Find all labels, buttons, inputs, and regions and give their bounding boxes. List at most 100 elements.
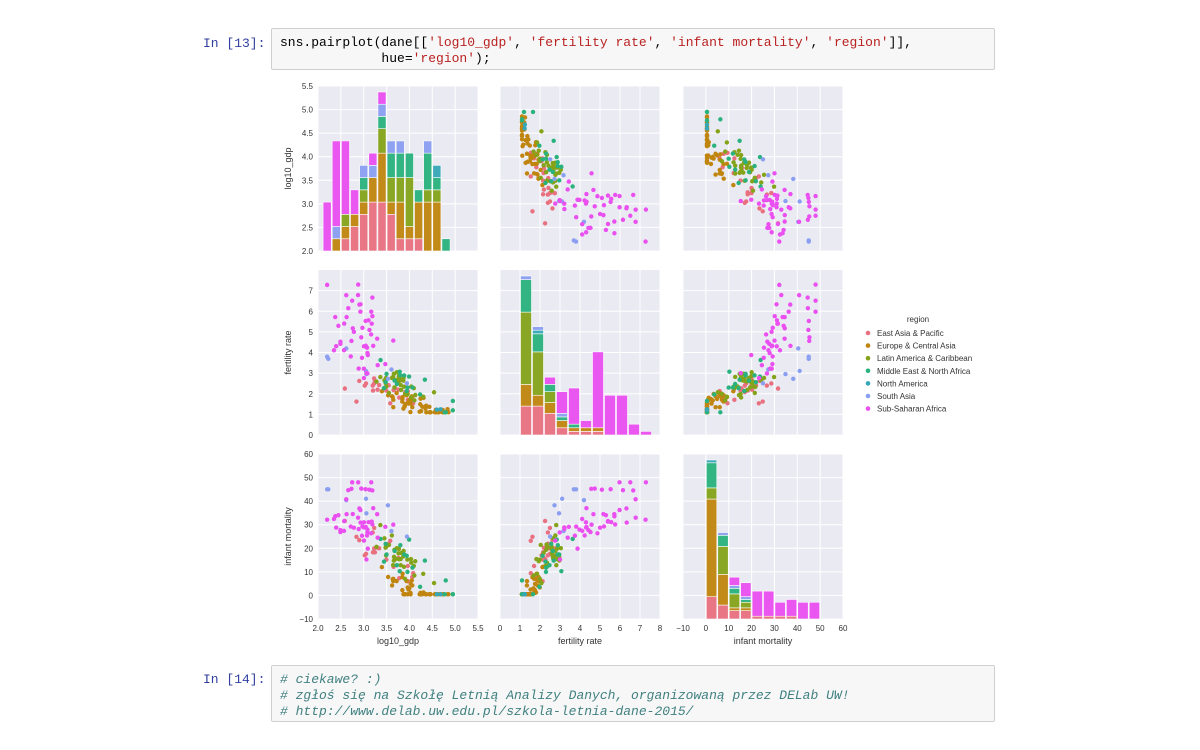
scatter-point — [344, 292, 349, 298]
scatter-point — [408, 590, 413, 596]
scatter-point — [589, 171, 594, 176]
histogram-bar — [592, 427, 604, 432]
x-tick-label: 3 — [558, 624, 563, 633]
scatter-point — [721, 176, 726, 181]
scatter-point — [539, 129, 544, 134]
scatter-point — [333, 343, 339, 349]
histogram-bar — [740, 582, 752, 597]
histogram-bar — [628, 423, 640, 436]
histogram-bar — [377, 91, 387, 105]
scatter-point — [442, 592, 447, 597]
scatter-point — [744, 165, 749, 171]
scatter-point — [749, 370, 754, 375]
scatter-point — [717, 167, 722, 173]
scatter-point — [324, 517, 330, 522]
histogram-bar — [774, 601, 786, 617]
scatter-point — [715, 390, 721, 395]
scatter-point — [375, 387, 380, 392]
scatter-point — [813, 282, 818, 287]
scatter-point — [526, 159, 531, 164]
scatter-point — [537, 557, 542, 562]
scatter-point — [612, 192, 618, 198]
scatter-point — [752, 390, 758, 396]
cell-13-code-input[interactable]: sns.pairplot(dane[['log10_gdp', 'fertili… — [271, 28, 995, 70]
scatter-point — [633, 497, 638, 502]
scatter-point — [756, 375, 762, 381]
scatter-point — [405, 563, 411, 569]
scatter-point — [724, 161, 730, 166]
scatter-point — [404, 381, 410, 386]
scatter-point — [768, 366, 773, 371]
scatter-point — [538, 175, 543, 181]
histogram-bar — [341, 214, 350, 227]
scatter-point — [775, 386, 781, 391]
scatter-point — [752, 175, 758, 181]
scatter-point — [400, 396, 405, 402]
y-tick-label: 5.5 — [302, 82, 314, 91]
scatter-point — [601, 212, 606, 218]
cell-14-code-input[interactable]: # ciekawe? :) # zgłoś się na Szkołę Letn… — [271, 665, 995, 722]
scatter-point — [620, 217, 626, 222]
histogram-bar — [580, 431, 592, 436]
scatter-point — [796, 219, 802, 225]
scatter-point — [549, 541, 554, 547]
scatter-point — [737, 138, 742, 143]
scatter-point — [557, 170, 562, 175]
scatter-point — [423, 403, 429, 408]
code-token: ]], — [888, 35, 912, 50]
scatter-point — [777, 348, 783, 353]
scatter-point — [525, 133, 530, 139]
scatter-point — [410, 565, 415, 570]
scatter-point — [763, 332, 769, 337]
scatter-point — [355, 480, 361, 485]
scatter-point — [355, 515, 361, 520]
scatter-point — [357, 302, 362, 307]
histogram-bar — [386, 140, 396, 154]
scatter-point — [717, 171, 722, 176]
scatter-point — [782, 336, 787, 341]
scatter-point — [409, 560, 414, 565]
scatter-point — [554, 154, 559, 160]
scatter-point — [404, 534, 410, 539]
scatter-point — [367, 327, 372, 333]
scatter-point — [761, 198, 767, 203]
scatter-point — [398, 387, 404, 393]
code-token: hue= — [280, 51, 413, 66]
scatter-point — [401, 548, 406, 554]
scatter-point — [384, 552, 389, 557]
scatter-point — [410, 583, 415, 588]
scatter-point — [556, 511, 562, 516]
scatter-point — [806, 238, 811, 243]
scatter-point — [738, 152, 744, 158]
scatter-point — [540, 192, 546, 197]
scatter-point — [584, 506, 589, 511]
scatter-point — [758, 357, 763, 363]
scatter-point — [603, 227, 609, 233]
scatter-point — [760, 157, 766, 162]
scatter-point — [405, 400, 411, 406]
histogram-bar — [341, 140, 350, 215]
scatter-point — [719, 391, 725, 397]
scatter-point — [405, 557, 410, 562]
scatter-point — [783, 371, 788, 377]
histogram-bar — [359, 189, 369, 203]
scatter-point — [364, 511, 369, 516]
scatter-point — [344, 497, 349, 502]
scatter-point — [370, 314, 375, 319]
scatter-point — [704, 398, 710, 404]
scatter-point — [719, 158, 725, 164]
scatter-point — [643, 517, 648, 522]
scatter-point — [772, 338, 777, 343]
scatter-point — [624, 506, 629, 511]
scatter-point — [394, 381, 400, 387]
scatter-point — [746, 169, 752, 175]
scatter-point — [550, 169, 555, 175]
scatter-point — [521, 109, 527, 115]
scatter-point — [375, 535, 380, 540]
scatter-point — [374, 544, 379, 549]
scatter-point — [757, 154, 763, 160]
scatter-point — [391, 338, 396, 343]
scatter-point — [346, 306, 351, 311]
legend-marker — [865, 330, 871, 336]
y-tick-label: 50 — [304, 474, 313, 483]
